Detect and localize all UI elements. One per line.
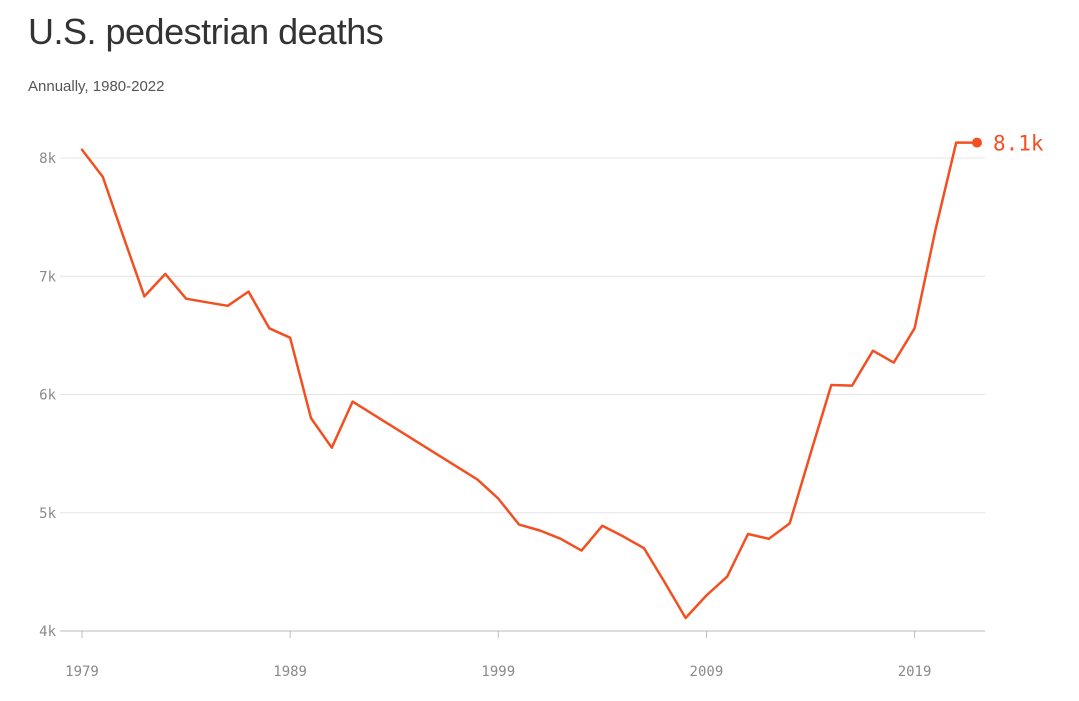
y-tick-label: 6k <box>39 388 56 404</box>
series-line <box>80 141 979 620</box>
data-point-1986 <box>227 305 229 307</box>
data-point-2007 <box>664 581 666 583</box>
gridlines <box>60 157 985 514</box>
x-axis <box>60 630 985 638</box>
data-point-2001 <box>539 529 541 531</box>
end-point-marker <box>972 137 982 148</box>
y-tick-label: 7k <box>39 269 56 285</box>
data-point-1999 <box>497 497 499 499</box>
data-point-2002 <box>560 538 562 540</box>
data-point-2008 <box>684 617 686 619</box>
data-point-1988 <box>268 327 270 329</box>
data-point-2017 <box>872 350 874 352</box>
data-point-2014 <box>809 452 811 454</box>
y-tick-label: 5k <box>39 506 56 522</box>
y-tick-label: 8k <box>39 151 56 167</box>
x-tick-label: 1999 <box>481 664 515 680</box>
data-point-2011 <box>747 533 749 535</box>
data-point-2009 <box>705 594 707 596</box>
data-point-2018 <box>893 361 895 363</box>
y-axis-labels: 4k 5k 6k 7k 8k <box>39 151 56 640</box>
data-point-1982 <box>143 295 145 297</box>
series-layer: 8.1k <box>80 132 1044 620</box>
data-point-1987 <box>247 290 249 292</box>
data-point-2006 <box>643 547 645 549</box>
data-point-2010 <box>726 575 728 577</box>
data-point-1994 <box>393 426 395 428</box>
data-point-1990 <box>310 417 312 419</box>
data-point-1983 <box>164 273 166 275</box>
x-tick-label: 1979 <box>65 664 99 680</box>
data-point-1996 <box>435 452 437 454</box>
y-tick-label: 4k <box>39 624 56 640</box>
data-point-1997 <box>456 465 458 467</box>
data-point-1984 <box>185 298 187 300</box>
chart-subtitle: Annually, 1980-2022 <box>28 78 165 95</box>
data-point-1980 <box>102 176 104 178</box>
x-tick-label: 1989 <box>273 664 307 680</box>
x-tick-label: 2019 <box>898 664 932 680</box>
data-point-2004 <box>601 525 603 527</box>
data-point-2012 <box>768 538 770 540</box>
data-point-2019 <box>913 327 915 329</box>
data-point-2016 <box>851 384 853 386</box>
data-point-2003 <box>580 549 582 551</box>
data-point-1998 <box>476 478 478 480</box>
data-point-2020 <box>934 229 936 231</box>
data-point-1989 <box>289 337 291 339</box>
x-axis-labels: 1979 1989 1999 2009 2019 <box>65 664 931 680</box>
end-value-label: 8.1k <box>993 132 1044 156</box>
chart-title: U.S. pedestrian deaths <box>28 11 384 52</box>
data-point-2015 <box>830 384 832 386</box>
data-point-1991 <box>331 447 333 449</box>
data-point-2021 <box>955 141 957 143</box>
data-point-1992 <box>351 400 353 402</box>
data-point-1985 <box>206 301 208 303</box>
data-point-2000 <box>518 523 520 525</box>
data-point-2013 <box>789 522 791 524</box>
data-point-1981 <box>122 236 124 238</box>
data-point-1993 <box>372 413 374 415</box>
data-point-1979 <box>81 149 83 151</box>
data-point-2005 <box>622 535 624 537</box>
x-tick-label: 2009 <box>690 664 724 680</box>
data-point-1995 <box>414 439 416 441</box>
